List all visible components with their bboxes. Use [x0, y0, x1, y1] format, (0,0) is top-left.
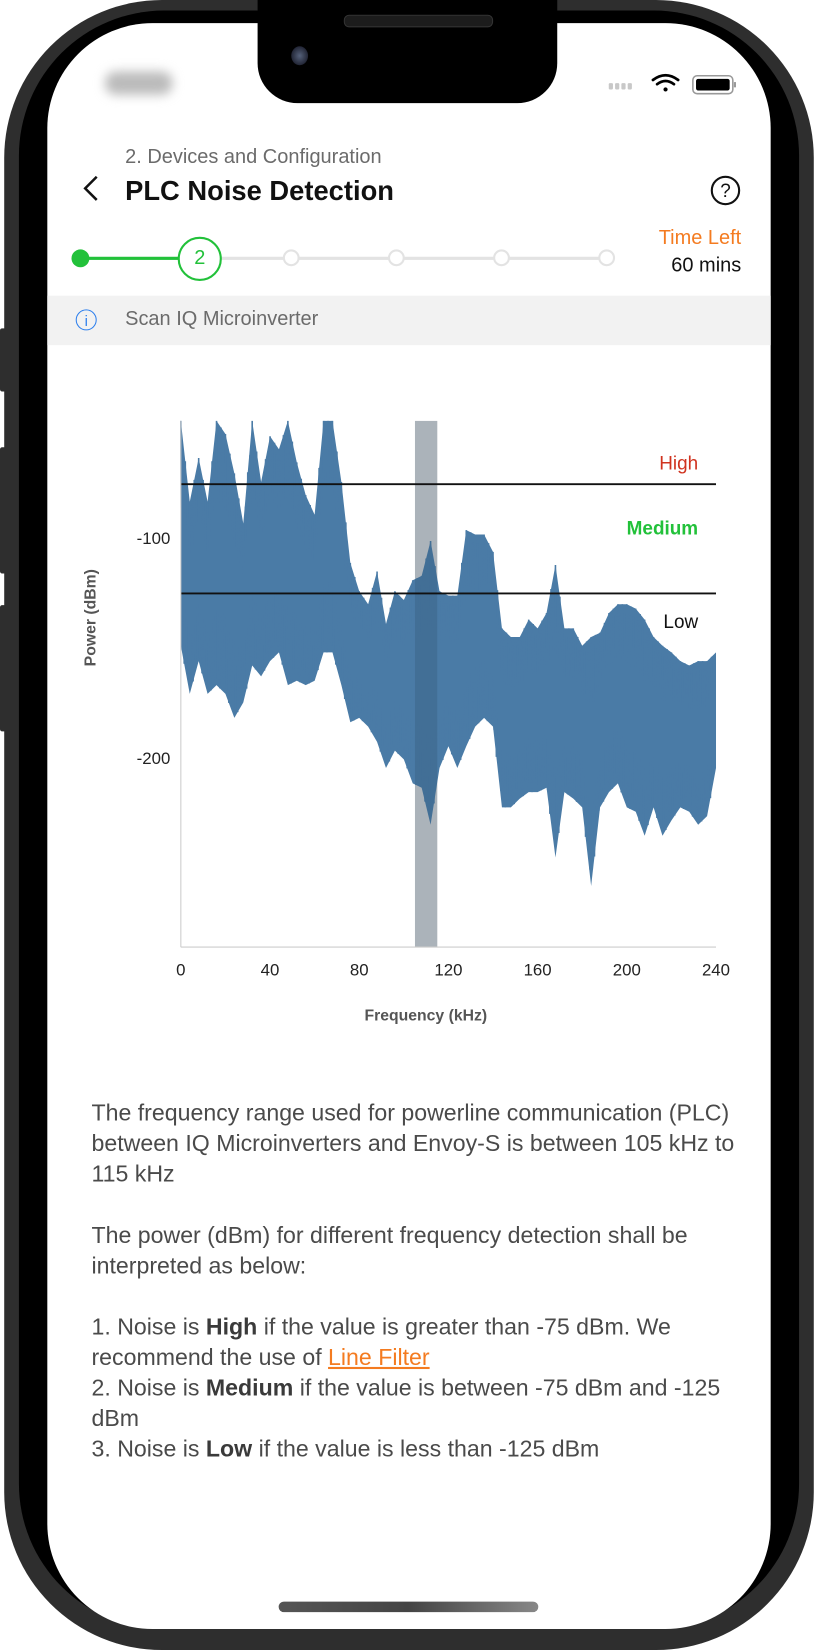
speaker	[343, 14, 494, 28]
rule-high-prefix: 1. Noise is	[91, 1313, 206, 1340]
time-left-label: Time Left	[658, 227, 742, 250]
rule-low: 3. Noise is Low if the value is less tha…	[91, 1433, 753, 1464]
label-low: Low	[663, 612, 698, 633]
rule-low-text: if the value is less than -125 dBm	[252, 1435, 600, 1462]
stepper-remaining-line	[220, 256, 608, 260]
chevron-left-icon[interactable]	[80, 173, 101, 213]
step-6	[598, 249, 616, 267]
rule-medium-prefix: 2. Noise is	[91, 1374, 206, 1401]
line-filter-link[interactable]: Line Filter	[328, 1343, 430, 1371]
step-2-label: 2	[194, 247, 206, 270]
x-tick-240: 240	[702, 960, 730, 979]
plc-band-overlay	[414, 420, 438, 948]
y-tick--100: -100	[137, 529, 171, 548]
signal-icon	[608, 83, 632, 90]
stepper-progress-line	[79, 256, 181, 260]
x-tick-120: 120	[434, 960, 462, 979]
volume-up-button	[0, 447, 7, 574]
time-left-value: 60 mins	[671, 254, 742, 277]
rule-high-level: High	[205, 1313, 258, 1340]
battery-icon	[692, 74, 736, 95]
silent-switch	[0, 328, 7, 392]
rule-medium-level: Medium	[205, 1374, 294, 1401]
status-icons	[608, 73, 736, 95]
status-time-blurred	[105, 71, 173, 95]
noise-spectrum-chart: High Medium Low -100 -200 0 40 80 120 160 200…	[83, 420, 730, 1025]
description-paragraph-1: The frequency range used for powerline c…	[91, 1099, 735, 1187]
question-circle-icon[interactable]: ?	[710, 175, 741, 206]
wifi-icon	[651, 73, 680, 92]
rule-high: 1. Noise is High if the value is greater…	[91, 1311, 753, 1372]
rule-medium: 2. Noise is Medium if the value is betwe…	[91, 1372, 753, 1433]
step-5	[493, 249, 510, 267]
x-tick-40: 40	[261, 960, 280, 979]
x-tick-200: 200	[613, 960, 641, 979]
noise-series-line	[180, 420, 716, 870]
volume-down-button	[0, 605, 7, 732]
label-high: High	[659, 453, 698, 474]
info-bar	[47, 295, 771, 346]
step-4	[387, 249, 405, 267]
x-tick-0: 0	[176, 960, 185, 979]
breadcrumb-step: 2. Devices and Configuration	[125, 146, 382, 169]
page-title: PLC Noise Detection	[125, 174, 394, 207]
x-tick-160: 160	[524, 960, 552, 979]
info-text: Scan IQ Microinverter	[125, 308, 319, 331]
step-1-complete	[71, 249, 90, 268]
y-axis-label: Power (dBm)	[83, 569, 100, 666]
screen	[47, 23, 771, 1629]
camera	[291, 46, 309, 66]
y-tick--200: -200	[137, 749, 171, 768]
rule-medium-text: if the value is between -75 dBm and -125…	[91, 1374, 721, 1432]
rule-low-level: Low	[205, 1435, 253, 1462]
step-2-current: 2	[177, 236, 222, 281]
x-tick-80: 80	[350, 960, 369, 979]
label-medium: Medium	[627, 519, 698, 540]
step-3	[282, 249, 300, 267]
home-indicator[interactable]	[278, 1601, 539, 1613]
info-circle-icon: i	[75, 309, 97, 331]
x-axis-label: Frequency (kHz)	[365, 1008, 488, 1025]
rule-high-text: if the value is greater than -75 dBm. We…	[91, 1313, 671, 1371]
description-paragraph-2: The power (dBm) for different frequency …	[91, 1221, 688, 1279]
rule-low-prefix: 3. Noise is	[91, 1435, 206, 1462]
